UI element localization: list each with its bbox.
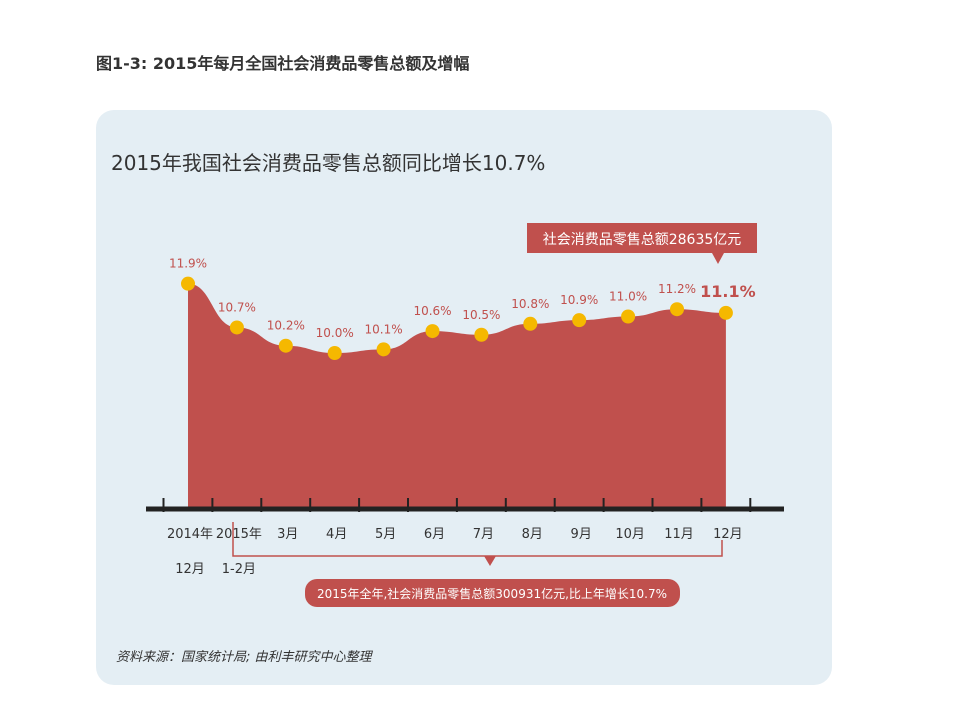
x-tick-label: 11月 [664, 527, 694, 542]
data-label: 10.2% [267, 319, 305, 333]
x-tick-label: 4月 [326, 527, 347, 542]
x-tick-label: 2015年 [216, 527, 262, 542]
top-callout-box [527, 223, 757, 253]
data-point [425, 324, 440, 339]
top-callout-text: 社会消费品零售总额28635亿元 [543, 232, 742, 248]
x-tick-label: 7月 [473, 527, 494, 542]
data-point [278, 338, 293, 353]
data-label: 11.0% [609, 290, 647, 304]
data-point [181, 276, 195, 291]
data-point [376, 342, 391, 357]
x-tick-label: 5月 [375, 527, 396, 542]
chart-title: 2015年我国社会消费品零售总额同比增长10.7% [111, 151, 545, 175]
data-label: 10.7% [218, 300, 256, 314]
top-callout-pointer [712, 253, 724, 264]
bottom-callout-pointer [484, 556, 496, 566]
x-tick-label: 9月 [571, 527, 592, 542]
series-area [188, 283, 726, 508]
data-point [229, 320, 244, 335]
figure-caption: 图1-3: 2015年每月全国社会消费品零售总额及增幅 [96, 54, 470, 73]
data-label: 10.6% [413, 304, 451, 318]
bottom-callout-box [305, 579, 680, 607]
data-label: 11.1% [700, 282, 756, 301]
data-label: 10.5% [462, 308, 500, 322]
data-label: 10.9% [560, 293, 598, 307]
data-point [474, 327, 489, 342]
data-label: 11.9% [169, 257, 207, 271]
x-tick-label: 6月 [424, 527, 445, 542]
range-bracket [232, 522, 723, 557]
data-label: 10.8% [511, 297, 549, 311]
data-point [523, 316, 538, 331]
x-tick-label: 2014年 [167, 527, 213, 542]
x-tick-label: 3月 [277, 527, 298, 542]
data-point [718, 305, 733, 320]
bottom-callout-text: 2015年全年,社会消费品零售总额300931亿元,比上年增长10.7% [317, 586, 667, 601]
data-point [670, 302, 684, 317]
data-point [327, 346, 342, 360]
x-tick-label-line2: 12月 [175, 562, 205, 577]
data-point [621, 309, 636, 324]
x-tick-label-line2: 1-2月 [222, 562, 256, 577]
data-label: 10.0% [316, 326, 354, 340]
data-label: 10.1% [365, 322, 403, 336]
x-tick-label: 12月 [713, 527, 743, 542]
x-tick-label: 8月 [522, 527, 543, 542]
data-label: 11.2% [658, 282, 696, 296]
x-tick-label: 10月 [615, 527, 645, 542]
data-point [572, 313, 587, 328]
source-note: 资料来源：国家统计局; 由利丰研究中心整理 [116, 650, 372, 665]
